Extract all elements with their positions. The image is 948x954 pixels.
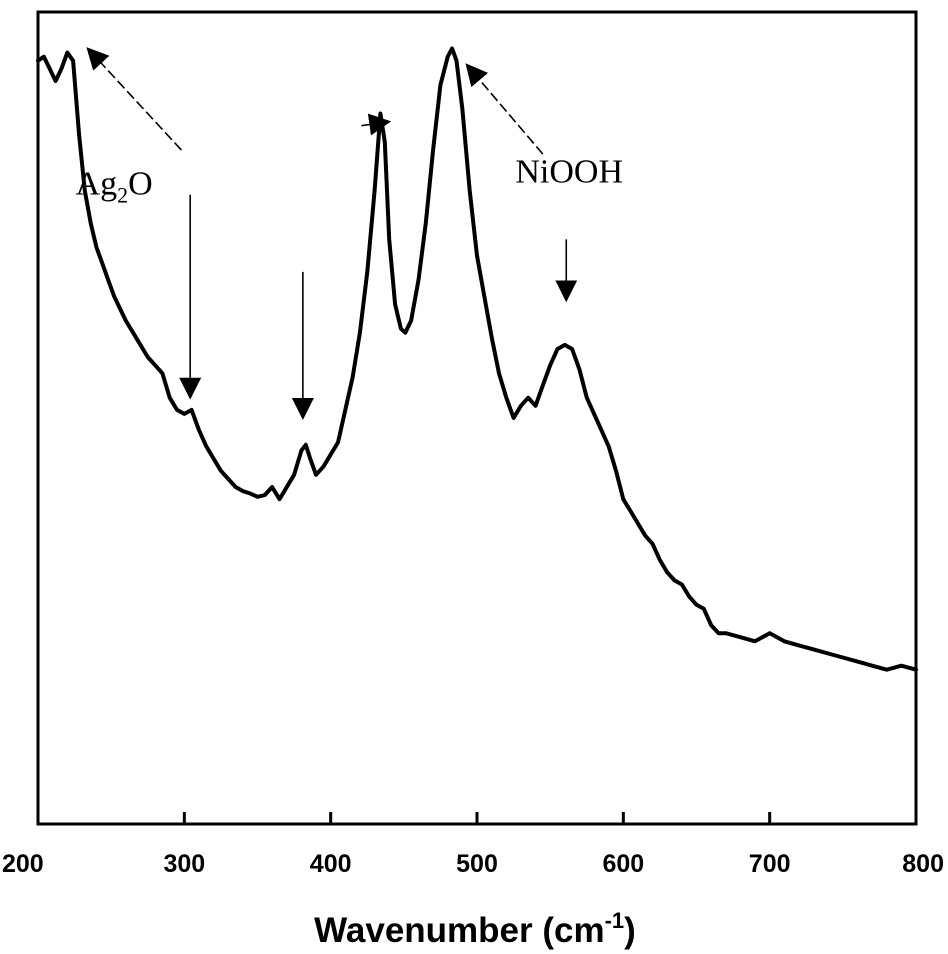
annotation-0: Ag2O xyxy=(76,47,392,420)
x-tick-label-700: 700 xyxy=(749,850,791,878)
annotation-1: NiOOH xyxy=(465,63,623,303)
series-line xyxy=(36,46,918,672)
x-axis-title: Wavenumber (cm-1) xyxy=(314,908,636,950)
plot-frame xyxy=(36,10,918,826)
peak-annotations: Ag2O NiOOH xyxy=(76,47,623,420)
x-axis-tick-labels: 200 300 400 500 600 700 800 xyxy=(2,850,944,878)
x-tick-label-400: 400 xyxy=(310,850,352,878)
x-tick-label-500: 500 xyxy=(456,850,498,878)
x-axis-title-close: ) xyxy=(624,911,636,950)
annotation-label-1: NiOOH xyxy=(515,154,623,191)
x-tick-label-800: 800 xyxy=(902,850,944,878)
annotation-arrow-0-3 xyxy=(361,113,392,136)
x-tick-label-300: 300 xyxy=(163,850,205,878)
annotation-arrow-1-0 xyxy=(465,63,544,155)
x-tick-label-200: 200 xyxy=(2,850,44,878)
x-axis-title-main: Wavenumber (cm xyxy=(314,911,604,950)
x-axis-ticks xyxy=(36,812,918,824)
x-axis-title-sup: -1 xyxy=(605,908,625,933)
annotation-label-0: Ag2O xyxy=(76,166,153,208)
x-tick-label-600: 600 xyxy=(602,850,644,878)
annotation-arrow-0-0 xyxy=(86,47,182,151)
